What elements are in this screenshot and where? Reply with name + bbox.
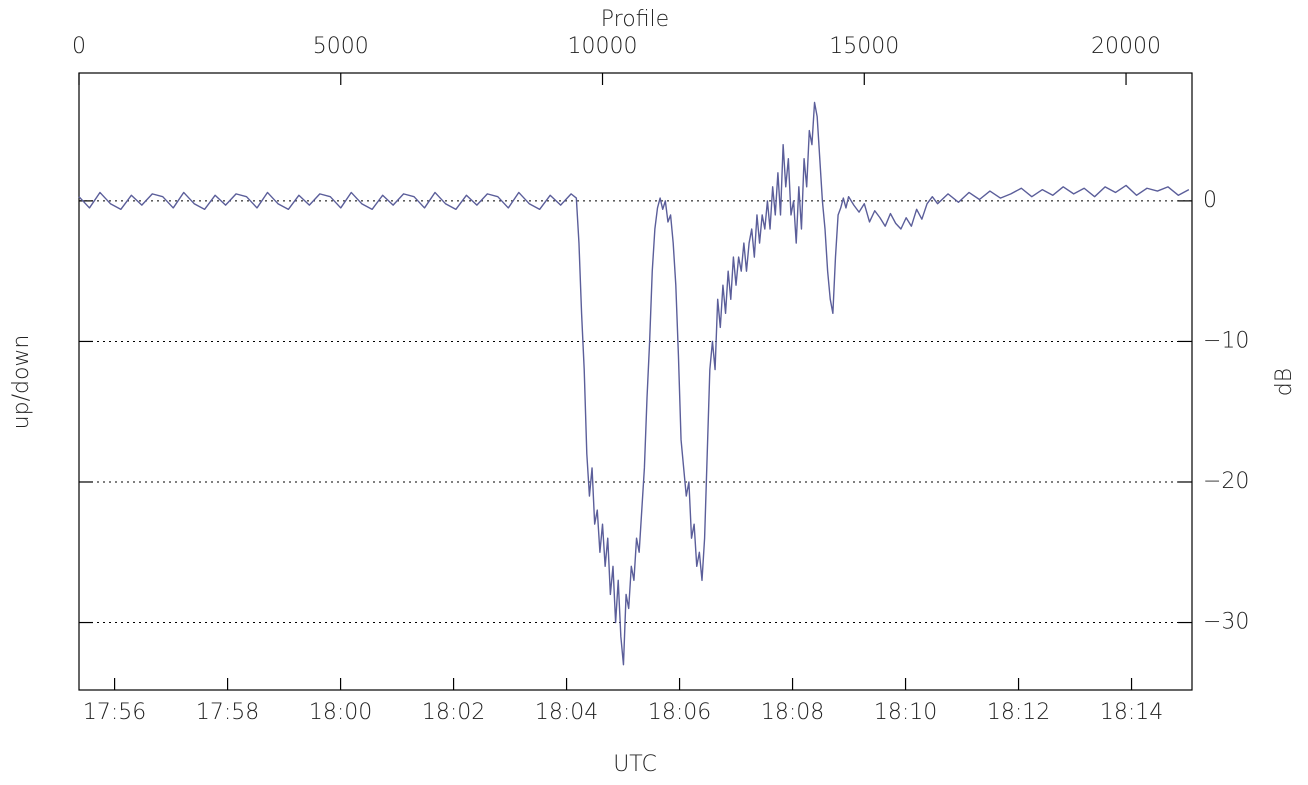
top-tick-label: 10000 (568, 34, 638, 59)
bottom-axis-label: UTC (613, 752, 657, 777)
left-axis-label: up/down (9, 335, 34, 430)
y-tick-label: 0 (1203, 188, 1217, 213)
bottom-tick-label: 18:12 (987, 700, 1050, 725)
top-tick-label: 5000 (313, 34, 369, 59)
plot-frame (78, 72, 1193, 691)
y-tick-label: −30 (1203, 610, 1249, 635)
bottom-tick-label: 18:14 (1100, 700, 1163, 725)
bottom-tick-label: 18:02 (422, 700, 485, 725)
top-axis-label: Profile (601, 7, 669, 32)
y-tick-label: −10 (1203, 328, 1249, 353)
bottom-tick-label: 17:58 (196, 700, 259, 725)
bottom-tick-label: 18:08 (761, 700, 824, 725)
top-tick-label: 20000 (1091, 34, 1161, 59)
top-tick-label: 0 (72, 34, 86, 59)
bottom-tick-label: 18:06 (648, 700, 711, 725)
bottom-tick-label: 18:00 (309, 700, 372, 725)
bottom-tick-label: 17:56 (83, 700, 146, 725)
y-tick-label: −20 (1203, 469, 1249, 494)
right-axis-label: dB (1272, 368, 1297, 396)
top-tick-label: 15000 (829, 34, 899, 59)
data-line (78, 101, 1190, 666)
bottom-tick-label: 18:04 (535, 700, 598, 725)
bottom-tick-label: 18:10 (874, 700, 937, 725)
